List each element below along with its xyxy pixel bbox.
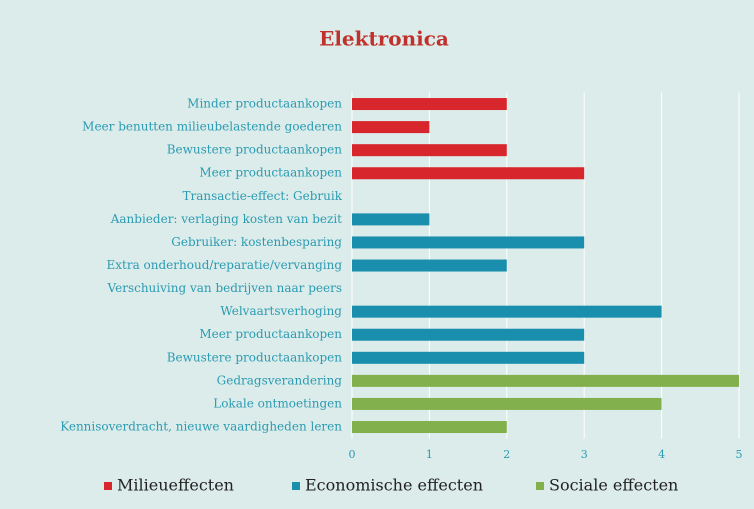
y-tick-label: Lokale ontmoetingen bbox=[213, 396, 342, 410]
x-tick-label: 3 bbox=[581, 448, 588, 461]
bar bbox=[352, 421, 507, 434]
y-tick-label: Kennisoverdracht, nieuwe vaardigheden le… bbox=[60, 420, 342, 434]
bar bbox=[352, 213, 430, 226]
y-tick-label: Verschuiving van bedrijven naar peers bbox=[107, 281, 342, 295]
legend-marker bbox=[104, 482, 112, 490]
y-tick-label: Welvaartsverhoging bbox=[220, 304, 342, 318]
bar bbox=[352, 351, 585, 364]
legend-label: Sociale effecten bbox=[549, 476, 678, 495]
legend-marker bbox=[536, 482, 544, 490]
y-tick-label: Transactie-effect: Gebruik bbox=[182, 189, 342, 203]
y-tick-label: Extra onderhoud/reparatie/vervanging bbox=[106, 258, 342, 272]
y-tick-label: Meer productaankopen bbox=[199, 327, 342, 341]
x-tick-label: 4 bbox=[658, 448, 665, 461]
legend-marker bbox=[292, 482, 300, 490]
chart-title: Elektronica bbox=[319, 27, 449, 51]
bar bbox=[352, 121, 430, 134]
y-tick-label: Bewustere productaankopen bbox=[167, 143, 343, 157]
y-tick-label: Bewustere productaankopen bbox=[167, 350, 343, 364]
legend-label: Milieueffecten bbox=[117, 476, 234, 495]
y-tick-label: Minder productaankopen bbox=[187, 97, 342, 111]
bar bbox=[352, 259, 507, 272]
x-tick-label: 0 bbox=[349, 448, 356, 461]
x-tick-label: 2 bbox=[503, 448, 510, 461]
y-tick-label: Gebruiker: kostenbesparing bbox=[171, 235, 342, 249]
bar bbox=[352, 236, 585, 249]
x-tick-label: 5 bbox=[736, 448, 743, 461]
bar bbox=[352, 98, 507, 111]
y-tick-label: Meer benutten milieubelastende goederen bbox=[82, 120, 342, 134]
bar bbox=[352, 397, 662, 410]
x-tick-label: 1 bbox=[426, 448, 433, 461]
bar bbox=[352, 144, 507, 157]
bar bbox=[352, 374, 739, 387]
bar bbox=[352, 167, 585, 180]
bar bbox=[352, 305, 662, 318]
y-tick-label: Aanbieder: verlaging kosten van bezit bbox=[110, 212, 342, 226]
y-tick-label: Gedragsverandering bbox=[217, 373, 343, 387]
bar bbox=[352, 328, 585, 341]
legend-label: Economische effecten bbox=[305, 476, 483, 495]
y-tick-label: Meer productaankopen bbox=[199, 166, 342, 180]
